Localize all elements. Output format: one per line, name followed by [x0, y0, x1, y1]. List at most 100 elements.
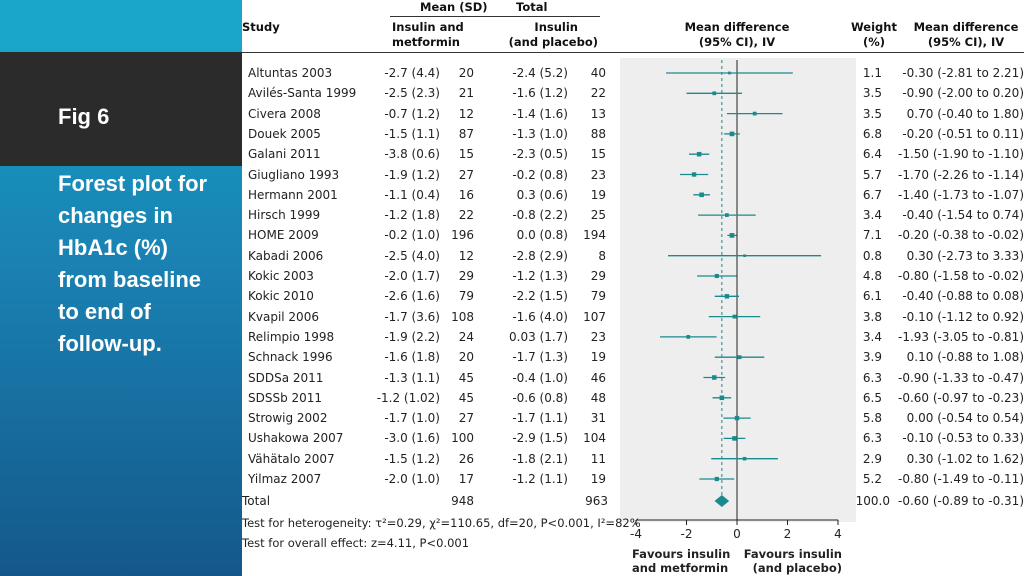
total-group2: 22: [590, 86, 606, 101]
mean-sd-group2: -0.4 (1.0): [512, 370, 568, 385]
study-weight: 3.4: [862, 329, 882, 344]
study-ci: -0.20 (-0.51 to 0.11): [902, 126, 1024, 141]
mean-sd-group1: -1.2 (1.02): [376, 390, 440, 405]
forest-plot: Mean (SD) Total Study Insulin and metfor…: [242, 0, 1024, 576]
total-group1: 15: [458, 147, 474, 162]
study-name: Giugliano 1993: [248, 167, 340, 182]
point-estimate: [719, 395, 725, 401]
study-name: Avilés-Santa 1999: [248, 86, 357, 101]
total-group1: 79: [458, 289, 474, 304]
study-name: Yilmaz 2007: [248, 472, 322, 486]
x-tick-label: 0: [733, 527, 741, 541]
total-group1: 24: [458, 329, 474, 344]
study-weight: 3.5: [862, 86, 882, 101]
study-ci: -0.90 (-1.33 to -0.47): [898, 370, 1024, 385]
mean-sd-group2: -0.2 (0.8): [512, 167, 568, 182]
study-ci: -1.40 (-1.73 to -1.07): [898, 187, 1024, 202]
mean-sd-group1: -1.5 (1.2): [384, 451, 440, 466]
header-total: Total: [516, 0, 548, 14]
mean-sd-group1: -1.9 (1.2): [384, 167, 440, 182]
point-estimate: [729, 131, 735, 137]
x-tick-label: 2: [784, 527, 792, 541]
point-estimate: [729, 233, 735, 238]
study-ci: -0.80 (-1.58 to -0.02): [898, 269, 1024, 283]
mean-sd-group2: -0.6 (0.8): [512, 390, 568, 405]
mean-sd-group2: 0.03 (1.7): [509, 329, 568, 344]
mean-sd-group1: -1.3 (1.1): [384, 370, 440, 385]
total-group2: 13: [590, 106, 606, 121]
mean-sd-group1: -3.8 (0.6): [384, 147, 440, 162]
study-weight: 2.9: [862, 451, 882, 466]
study-name: Schnack 1996: [248, 350, 333, 365]
total-group1: 21: [458, 86, 474, 101]
total-group2: 19: [590, 350, 606, 365]
study-ci: 0.30 (-1.02 to 1.62): [906, 451, 1024, 466]
total-group2: 48: [590, 390, 606, 405]
point-estimate: [714, 476, 719, 482]
total-group2: 23: [590, 167, 606, 182]
total-group1: 27: [458, 167, 474, 182]
point-estimate: [725, 213, 729, 217]
point-estimate: [686, 335, 691, 339]
study-name: Kvapil 2006: [248, 309, 319, 324]
total-group1: 108: [451, 309, 474, 324]
point-estimate: [752, 111, 757, 116]
study-name: Kokic 2003: [248, 269, 314, 283]
total-group1: 17: [458, 472, 474, 486]
mean-sd-group1: -1.6 (1.8): [384, 350, 440, 365]
mean-sd-group2: -2.3 (0.5): [512, 147, 568, 162]
study-weight: 0.8: [862, 248, 882, 263]
study-ci: -0.60 (-0.97 to -0.23): [898, 390, 1024, 405]
total-group2: 25: [590, 208, 606, 223]
mean-sd-group2: 0.3 (0.6): [516, 187, 568, 202]
mean-sd-group2: -1.8 (2.1): [512, 451, 568, 466]
point-estimate: [737, 355, 742, 360]
point-estimate: [691, 172, 697, 177]
header-group2-line2: (and placebo): [508, 35, 598, 49]
study-weight: 7.1: [862, 228, 882, 243]
header-md2-line1: Mean difference: [913, 20, 1019, 34]
study-ci: -1.93 (-3.05 to -0.81): [898, 329, 1024, 344]
mean-sd-group1: -1.5 (1.1): [384, 126, 440, 141]
x-tick-label: 4: [834, 527, 842, 541]
header-weight-line2: (%): [862, 35, 886, 49]
header-group2-line1: Insulin: [534, 20, 578, 34]
point-estimate: [734, 415, 740, 421]
study-weight: 6.8: [862, 126, 882, 141]
study-weight: 4.8: [862, 269, 882, 283]
study-weight: 5.7: [862, 167, 882, 182]
study-weight: 6.1: [862, 289, 882, 304]
mean-sd-group2: 0.0 (0.8): [516, 228, 568, 243]
total-group1: 16: [458, 187, 474, 202]
total-group1: 196: [451, 228, 474, 243]
total-group2: 88: [590, 126, 606, 141]
header-study: Study: [242, 20, 280, 34]
total-group1: 12: [458, 248, 474, 263]
study-ci: -0.80 (-1.49 to -0.11): [898, 472, 1024, 486]
study-name: HOME 2009: [248, 228, 319, 243]
point-estimate: [743, 254, 746, 257]
study-weight: 6.5: [862, 390, 882, 405]
study-name: Strowig 2002: [248, 411, 328, 426]
header-md-line1: Mean difference: [684, 20, 790, 34]
study-ci: 0.10 (-0.88 to 1.08): [906, 350, 1024, 365]
total-ci: -0.60 (-0.89 to -0.31): [898, 494, 1024, 508]
study-weight: 6.3: [862, 370, 882, 385]
total-group1: 29: [458, 269, 474, 283]
mean-sd-group1: -1.7 (1.0): [384, 411, 440, 426]
total-weight: 100.0: [855, 494, 890, 508]
study-name: Vähätalo 2007: [248, 451, 335, 466]
mean-sd-group1: -1.7 (3.6): [384, 309, 440, 324]
point-estimate: [742, 456, 747, 461]
total-group1: 27: [458, 411, 474, 426]
total-group2: 8: [598, 248, 606, 263]
total-label: Total: [242, 494, 271, 508]
mean-sd-group2: -2.4 (5.2): [512, 66, 568, 80]
study-name: Douek 2005: [248, 126, 321, 141]
study-ci: -1.50 (-1.90 to -1.10): [898, 147, 1024, 162]
mean-sd-group2: -2.8 (2.9): [512, 248, 568, 263]
total-group2: 107: [583, 309, 606, 324]
sidebar-top-strip: [0, 0, 242, 52]
total-group2: 11: [590, 451, 606, 466]
study-name: SDSSb 2011: [248, 390, 323, 405]
